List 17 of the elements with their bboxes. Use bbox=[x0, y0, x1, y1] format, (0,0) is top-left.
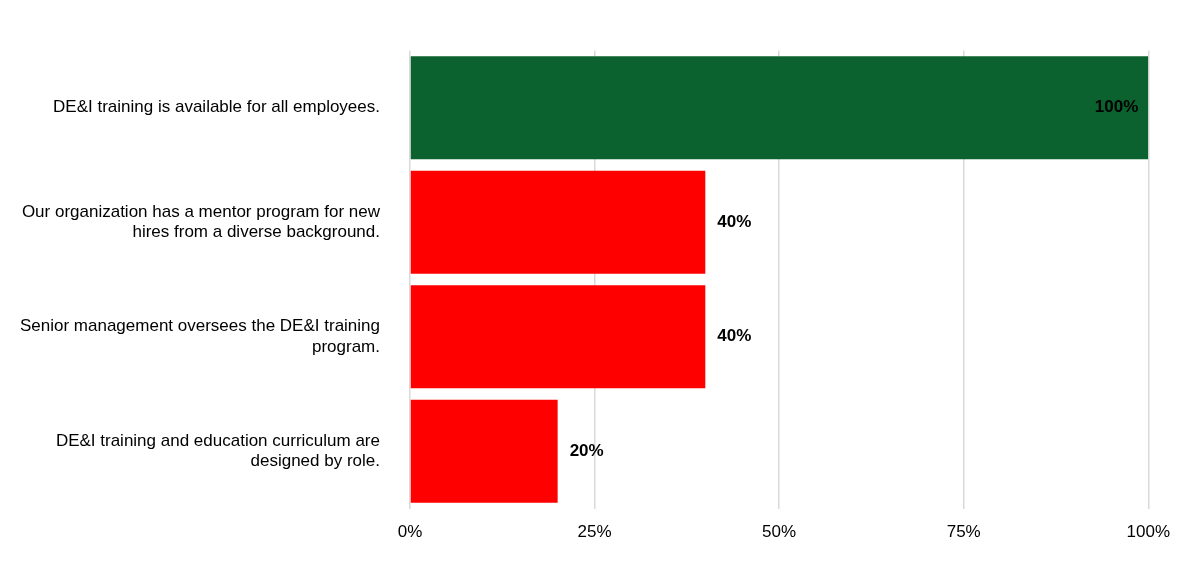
data-label: 20% bbox=[569, 441, 604, 461]
x-tick-label: 75% bbox=[946, 522, 981, 542]
x-tick-label: 50% bbox=[762, 522, 797, 542]
x-tick-label: 0% bbox=[397, 522, 423, 542]
y-tick-label: Senior management oversees the DE&I training program. bbox=[19, 316, 380, 356]
data-label: 40% bbox=[717, 326, 752, 346]
data-label: 40% bbox=[717, 211, 752, 231]
data-label: 100% bbox=[1094, 97, 1139, 117]
y-tick-label: Our organization has a mentor program for new hires from a diverse background. bbox=[21, 201, 381, 242]
bar bbox=[410, 56, 1149, 160]
y-tick-label: DE&I training and education curriculum are designed by role. bbox=[55, 430, 380, 471]
y-tick-label: DE&I training is available for all employees. bbox=[53, 97, 380, 117]
x-tick-label: 100% bbox=[1126, 522, 1170, 542]
x-tick-label: 25% bbox=[577, 522, 612, 542]
bar bbox=[410, 285, 706, 389]
bar bbox=[410, 399, 558, 503]
bar bbox=[410, 170, 706, 274]
